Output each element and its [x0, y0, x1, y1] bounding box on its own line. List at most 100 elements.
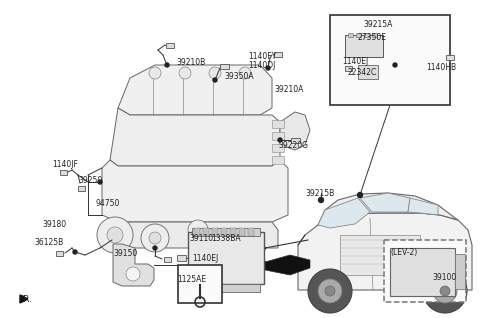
Circle shape: [239, 67, 251, 79]
Bar: [390, 248, 455, 296]
Text: 1140DJ: 1140DJ: [248, 61, 276, 70]
Bar: [166, 43, 174, 48]
Text: 1125AE: 1125AE: [178, 275, 206, 284]
Text: 39210A: 39210A: [274, 85, 303, 94]
Circle shape: [153, 246, 157, 250]
Circle shape: [149, 67, 161, 79]
Circle shape: [188, 220, 208, 240]
Bar: [455, 254, 465, 289]
Bar: [274, 52, 282, 57]
Bar: [272, 120, 284, 128]
Polygon shape: [20, 295, 28, 303]
Bar: [372, 33, 377, 37]
Bar: [60, 170, 67, 175]
Circle shape: [325, 286, 335, 296]
Polygon shape: [118, 65, 272, 115]
Bar: [348, 33, 353, 37]
Circle shape: [423, 269, 467, 313]
Circle shape: [393, 63, 397, 67]
Bar: [192, 228, 260, 236]
Polygon shape: [113, 244, 154, 286]
Bar: [330, 15, 450, 105]
Bar: [239, 228, 245, 236]
Circle shape: [97, 217, 133, 253]
Polygon shape: [102, 160, 288, 222]
Circle shape: [213, 78, 217, 82]
Polygon shape: [318, 193, 458, 225]
Polygon shape: [265, 255, 310, 275]
Text: 39215A: 39215A: [363, 20, 393, 29]
Bar: [272, 144, 284, 152]
Bar: [56, 251, 63, 256]
Text: 39180: 39180: [42, 220, 66, 229]
Circle shape: [73, 250, 77, 254]
Circle shape: [278, 138, 282, 142]
Circle shape: [266, 66, 270, 70]
Text: 39100: 39100: [432, 273, 456, 282]
Polygon shape: [360, 193, 410, 212]
Bar: [188, 232, 264, 284]
Bar: [272, 156, 284, 164]
Circle shape: [107, 227, 123, 243]
Bar: [272, 132, 284, 140]
Circle shape: [440, 286, 450, 296]
Circle shape: [179, 67, 191, 79]
Circle shape: [358, 192, 362, 197]
Bar: [356, 33, 361, 37]
Polygon shape: [298, 213, 472, 290]
Polygon shape: [112, 222, 278, 248]
Bar: [164, 257, 171, 262]
Circle shape: [209, 67, 221, 79]
Bar: [78, 186, 85, 191]
Polygon shape: [280, 112, 310, 150]
Bar: [345, 66, 352, 71]
Circle shape: [433, 279, 457, 303]
Text: 36125B: 36125B: [34, 238, 63, 247]
Polygon shape: [408, 198, 438, 215]
Bar: [345, 35, 383, 57]
Bar: [364, 33, 369, 37]
Bar: [446, 55, 454, 60]
Text: 1140HB: 1140HB: [426, 63, 456, 72]
Bar: [248, 228, 254, 236]
Circle shape: [318, 279, 342, 303]
Text: 94750: 94750: [96, 199, 120, 208]
Text: 39110: 39110: [189, 234, 213, 243]
Bar: [291, 138, 300, 143]
Circle shape: [308, 269, 352, 313]
Bar: [221, 228, 227, 236]
Polygon shape: [318, 198, 370, 228]
Circle shape: [165, 63, 169, 67]
Text: 39215B: 39215B: [305, 189, 334, 198]
Text: 1140JF: 1140JF: [52, 160, 78, 169]
Text: 39220G: 39220G: [278, 141, 308, 150]
Bar: [203, 228, 209, 236]
Bar: [220, 64, 229, 69]
Bar: [340, 235, 420, 275]
Text: 39150: 39150: [113, 249, 137, 258]
Text: (LEV-2): (LEV-2): [390, 248, 418, 257]
Circle shape: [126, 267, 140, 281]
Bar: [192, 284, 260, 292]
Text: 1140FY: 1140FY: [248, 52, 276, 61]
Bar: [212, 228, 218, 236]
Text: 1140EJ: 1140EJ: [342, 57, 368, 66]
Circle shape: [141, 224, 169, 252]
Text: 1140EJ: 1140EJ: [192, 254, 218, 263]
Bar: [178, 265, 222, 303]
Text: 1338BA: 1338BA: [211, 234, 240, 243]
Circle shape: [149, 232, 161, 244]
Text: 39210B: 39210B: [176, 58, 205, 67]
Text: 22342C: 22342C: [347, 68, 376, 77]
Text: FR.: FR.: [18, 295, 32, 304]
Polygon shape: [110, 108, 280, 166]
Circle shape: [98, 180, 102, 184]
Text: 39250: 39250: [78, 176, 102, 185]
Circle shape: [319, 197, 324, 203]
Bar: [358, 65, 378, 79]
Text: 27350E: 27350E: [358, 33, 386, 42]
Bar: [230, 228, 236, 236]
Bar: [177, 255, 186, 261]
Bar: [384, 240, 466, 302]
Text: 39350A: 39350A: [224, 72, 253, 81]
